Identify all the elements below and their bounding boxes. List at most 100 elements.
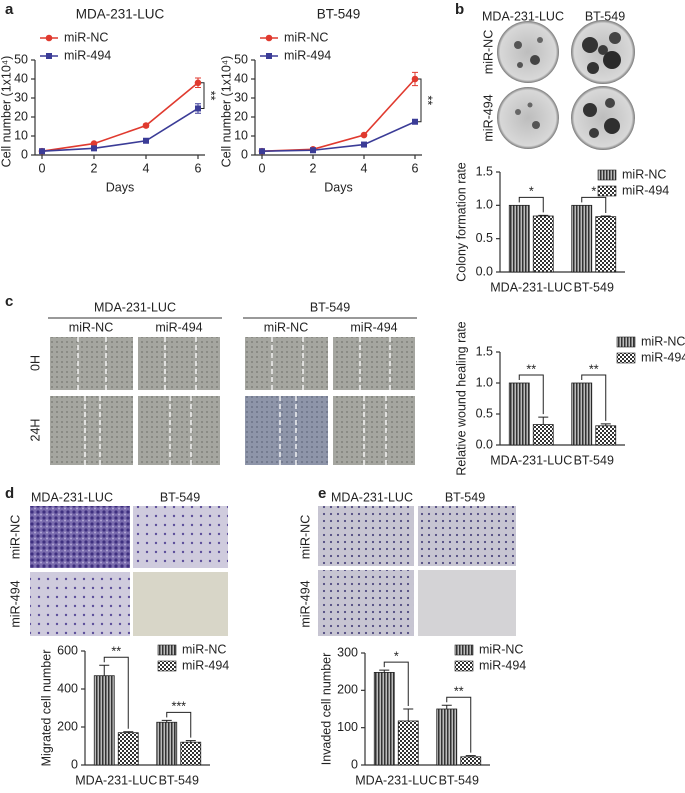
- y-tick-label: 200: [57, 719, 78, 733]
- column-label: miR-494: [350, 320, 397, 334]
- row-label: miR-494: [298, 580, 312, 627]
- y-tick-label: 40: [14, 71, 28, 85]
- point: [411, 75, 419, 83]
- legend-label: miR-494: [64, 48, 111, 62]
- significance-label: **: [526, 362, 536, 376]
- column-label: MDA-231-LUC: [31, 490, 113, 504]
- legend-label: miR-NC: [182, 642, 226, 656]
- x-tick-label: 6: [195, 161, 202, 175]
- y-tick-label: 40: [234, 71, 248, 85]
- y-axis-label: Invaded cell number: [319, 653, 333, 766]
- bar: [571, 204, 593, 273]
- error-bar: [441, 704, 452, 709]
- row-label: miR-NC: [8, 515, 22, 559]
- y-tick-label: 600: [57, 643, 78, 657]
- legend-swatch: [454, 644, 474, 656]
- bar: [156, 721, 178, 766]
- row-label: 24H: [28, 419, 42, 442]
- point: [91, 145, 97, 152]
- bar: [460, 756, 482, 766]
- legend-label: miR-NC: [64, 30, 108, 44]
- legend-swatch: [597, 185, 617, 197]
- y-tick-label: 1.5: [476, 164, 493, 178]
- y-tick-label: 0.0: [476, 437, 493, 451]
- x-tick-label: 0: [39, 161, 46, 175]
- significance-bracket: [518, 196, 544, 213]
- point: [90, 140, 98, 147]
- x-tick-label: MDA-231-LUC: [490, 453, 572, 467]
- bar: [532, 424, 554, 446]
- y-tick-label: 50: [14, 52, 28, 66]
- significance-label: *: [591, 185, 596, 199]
- legend-swatch: [454, 660, 474, 672]
- legend-label: miR-NC: [284, 30, 328, 44]
- point: [361, 141, 367, 148]
- legend-label: miR-NC: [479, 642, 523, 656]
- error-bar: [123, 731, 134, 733]
- significance-label: *: [394, 649, 399, 663]
- y-tick-label: 30: [234, 90, 248, 104]
- y-axis-label: Colony formation rate: [454, 162, 468, 282]
- x-tick-label: MDA-231-LUC: [490, 280, 572, 294]
- point: [412, 118, 418, 125]
- column-label: MDA-231-LUC: [331, 490, 413, 504]
- significance-bracket: [418, 78, 422, 123]
- legend-marker: [265, 34, 273, 42]
- legend-marker: [45, 34, 53, 42]
- y-tick-label: 200: [337, 683, 358, 697]
- invasion-images: [318, 506, 516, 636]
- group-label: BT-549: [310, 300, 350, 314]
- legend-swatch: [157, 660, 177, 672]
- group-label: MDA-231-LUC: [94, 300, 176, 314]
- point: [39, 148, 45, 155]
- legend-label: miR-NC: [622, 167, 666, 181]
- error-bar: [600, 215, 611, 217]
- significance-bracket: [446, 696, 472, 753]
- y-tick-label: 0: [351, 757, 358, 771]
- x-tick-label: MDA-231-LUC: [75, 773, 157, 787]
- legend-swatch: [157, 644, 177, 656]
- x-tick-label: 4: [143, 161, 150, 175]
- y-axis-label: Cell number (1x10⁴): [0, 56, 13, 168]
- legend-label: miR-494: [641, 350, 685, 364]
- significance-bracket: [581, 374, 607, 421]
- y-tick-label: 300: [337, 645, 358, 659]
- x-tick-label: BT-549: [439, 773, 479, 787]
- significance-label: *: [529, 185, 534, 199]
- bar: [373, 672, 395, 766]
- migration-images: [30, 506, 228, 636]
- point: [142, 122, 150, 129]
- wound-images: [50, 337, 415, 465]
- point: [259, 148, 265, 155]
- y-tick-label: 400: [57, 681, 78, 695]
- bar: [508, 204, 530, 273]
- series-line: [261, 78, 416, 152]
- legend-label: miR-NC: [641, 334, 685, 348]
- legend-label: miR-494: [622, 183, 669, 197]
- x-tick-label: BT-549: [574, 280, 614, 294]
- x-tick-label: MDA-231-LUC: [355, 773, 437, 787]
- panel-letter: b: [455, 1, 464, 18]
- x-tick-label: 6: [412, 161, 419, 175]
- bar: [532, 215, 554, 273]
- row-label: miR-NC: [298, 515, 312, 559]
- x-tick-label: 0: [259, 161, 266, 175]
- significance-bracket: [581, 196, 607, 213]
- y-axis-label: Migrated cell number: [39, 650, 53, 767]
- error-bar: [538, 416, 549, 425]
- point: [310, 147, 316, 154]
- y-axis-label: Relative wound healing rate: [454, 321, 468, 475]
- x-tick-label: 4: [361, 161, 368, 175]
- legend-label: miR-494: [182, 658, 229, 672]
- x-tick-label: 2: [91, 161, 98, 175]
- chart-title: BT-549: [317, 7, 361, 22]
- error-bar: [600, 423, 611, 426]
- bar: [508, 382, 530, 446]
- significance-label: **: [111, 645, 121, 659]
- plate-images: [497, 20, 635, 150]
- y-tick-label: 0: [21, 147, 28, 161]
- column-label: miR-NC: [69, 320, 113, 334]
- error-bar: [161, 719, 172, 723]
- significance-label: ***: [171, 700, 186, 714]
